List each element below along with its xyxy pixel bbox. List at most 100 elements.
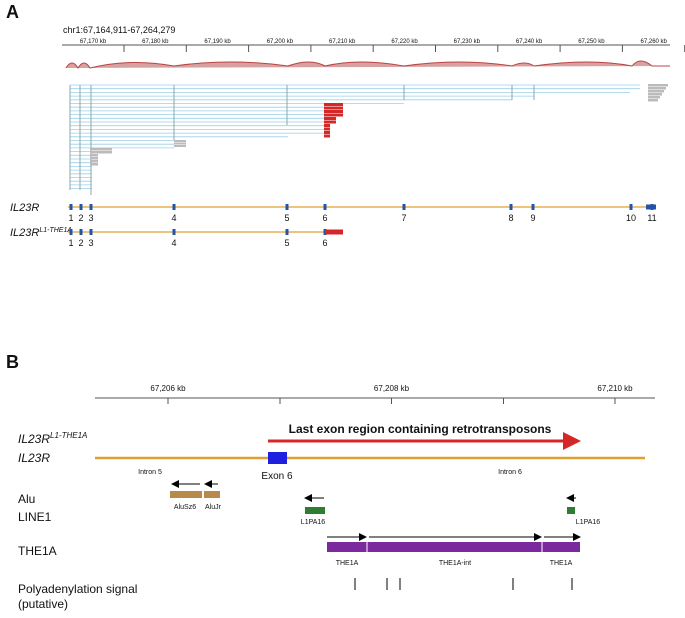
exon bbox=[79, 229, 83, 235]
exon-number: 11 bbox=[647, 213, 656, 223]
panel-label: B bbox=[6, 352, 19, 372]
exon-extension bbox=[325, 229, 343, 235]
read-block bbox=[324, 110, 343, 113]
read-block bbox=[648, 90, 664, 93]
axis-ticks: 67,206 kb 67,208 kb 67,210 kb bbox=[150, 384, 633, 404]
element-label: THE1A bbox=[336, 560, 359, 567]
arrows bbox=[171, 480, 581, 541]
element-label: L1PA16 bbox=[301, 519, 325, 526]
axis-label: 67,240 kb bbox=[516, 39, 543, 45]
read-block bbox=[324, 127, 330, 131]
alu-element bbox=[170, 491, 202, 498]
exon bbox=[172, 229, 176, 235]
read-block bbox=[324, 103, 343, 106]
axis-label: 67,230 kb bbox=[454, 39, 481, 45]
read-block bbox=[324, 134, 330, 138]
element-label: THE1A bbox=[550, 560, 573, 567]
region-label: Last exon region containing retrotranspo… bbox=[289, 422, 552, 436]
read-block bbox=[90, 157, 98, 160]
axis-label: 67,260 kb bbox=[641, 39, 668, 45]
exon bbox=[268, 452, 287, 464]
exon bbox=[323, 204, 327, 210]
exon-number: 4 bbox=[171, 238, 176, 248]
axis-label: 67,210 kb bbox=[597, 384, 633, 393]
exon bbox=[89, 204, 93, 210]
read-block bbox=[174, 145, 186, 147]
read-block bbox=[648, 87, 666, 90]
read-block bbox=[648, 96, 660, 99]
line1-element bbox=[305, 507, 325, 514]
read-block bbox=[90, 160, 98, 163]
read-block bbox=[324, 124, 330, 127]
exon bbox=[69, 229, 73, 235]
exon bbox=[402, 204, 406, 210]
element-label: L1PA16 bbox=[576, 519, 600, 526]
axis-label: 67,180 kb bbox=[142, 39, 169, 45]
the1a-element bbox=[327, 542, 580, 552]
polya-label: Polyadenylation signal bbox=[18, 582, 137, 596]
read-block bbox=[90, 163, 98, 166]
exon-number: 3 bbox=[88, 238, 93, 248]
read-block bbox=[324, 131, 330, 134]
read-block bbox=[90, 154, 98, 157]
read-block bbox=[648, 93, 662, 96]
exon-number: 8 bbox=[508, 213, 513, 223]
line1-element bbox=[567, 507, 575, 514]
read-block bbox=[324, 120, 336, 124]
exon bbox=[69, 204, 73, 210]
gene-name: IL23RL1-THE1A bbox=[18, 431, 87, 446]
intron-label: Intron 5 bbox=[138, 469, 162, 476]
exon bbox=[629, 204, 633, 210]
exon bbox=[285, 204, 289, 210]
axis-label: 67,206 kb bbox=[150, 384, 186, 393]
family-label: LINE1 bbox=[18, 510, 52, 524]
read-block bbox=[90, 151, 112, 154]
reads bbox=[69, 84, 668, 195]
exon bbox=[646, 204, 656, 210]
exon-number: 2 bbox=[78, 238, 83, 248]
element-label: AluJr bbox=[205, 504, 222, 511]
coverage bbox=[65, 60, 670, 69]
exon-number: 2 bbox=[78, 213, 83, 223]
exon bbox=[285, 229, 289, 235]
exon-number: 7 bbox=[401, 213, 406, 223]
polya-label: (putative) bbox=[18, 597, 68, 611]
exon bbox=[79, 204, 83, 210]
axis-label: 67,208 kb bbox=[374, 384, 410, 393]
polya-sites bbox=[354, 578, 573, 590]
read-block bbox=[174, 140, 186, 142]
family-label: Alu bbox=[18, 492, 35, 506]
axis-label: 67,200 kb bbox=[267, 39, 294, 45]
exon-number: 5 bbox=[284, 238, 289, 248]
track-name: IL23R bbox=[10, 202, 39, 214]
gene-name: IL23R bbox=[18, 451, 50, 465]
intron-label: Intron 6 bbox=[498, 469, 522, 476]
exon bbox=[509, 204, 513, 210]
exon-number: 4 bbox=[171, 213, 176, 223]
exon-number: 1 bbox=[68, 238, 73, 248]
read-block bbox=[648, 99, 658, 102]
track-name: IL23RL1-THE1A bbox=[10, 227, 72, 239]
element-label: THE1A-int bbox=[439, 560, 471, 567]
axis-label: 67,190 kb bbox=[204, 39, 231, 45]
read-block bbox=[324, 117, 336, 120]
locus: chr1:67,164,911-67,264,279 bbox=[63, 25, 175, 35]
exon bbox=[172, 204, 176, 210]
axis-label: 67,220 kb bbox=[391, 39, 418, 45]
exon-number: 6 bbox=[322, 238, 327, 248]
read-block bbox=[648, 84, 668, 87]
exon-number: 9 bbox=[530, 213, 535, 223]
exon-number: 3 bbox=[88, 213, 93, 223]
exon bbox=[531, 204, 535, 210]
panel-label: A bbox=[6, 2, 19, 22]
exon-number: 6 bbox=[322, 213, 327, 223]
axis-ticks: 67,170 kb 67,180 kb 67,190 kb 67,200 kb 67,2… bbox=[80, 39, 685, 52]
read-block bbox=[90, 148, 112, 151]
exon-number: 10 bbox=[626, 213, 636, 223]
exon-number: 5 bbox=[284, 213, 289, 223]
axis-label: 67,210 kb bbox=[329, 39, 356, 45]
element-label: AluSz6 bbox=[174, 504, 196, 511]
alu-element bbox=[204, 491, 220, 498]
